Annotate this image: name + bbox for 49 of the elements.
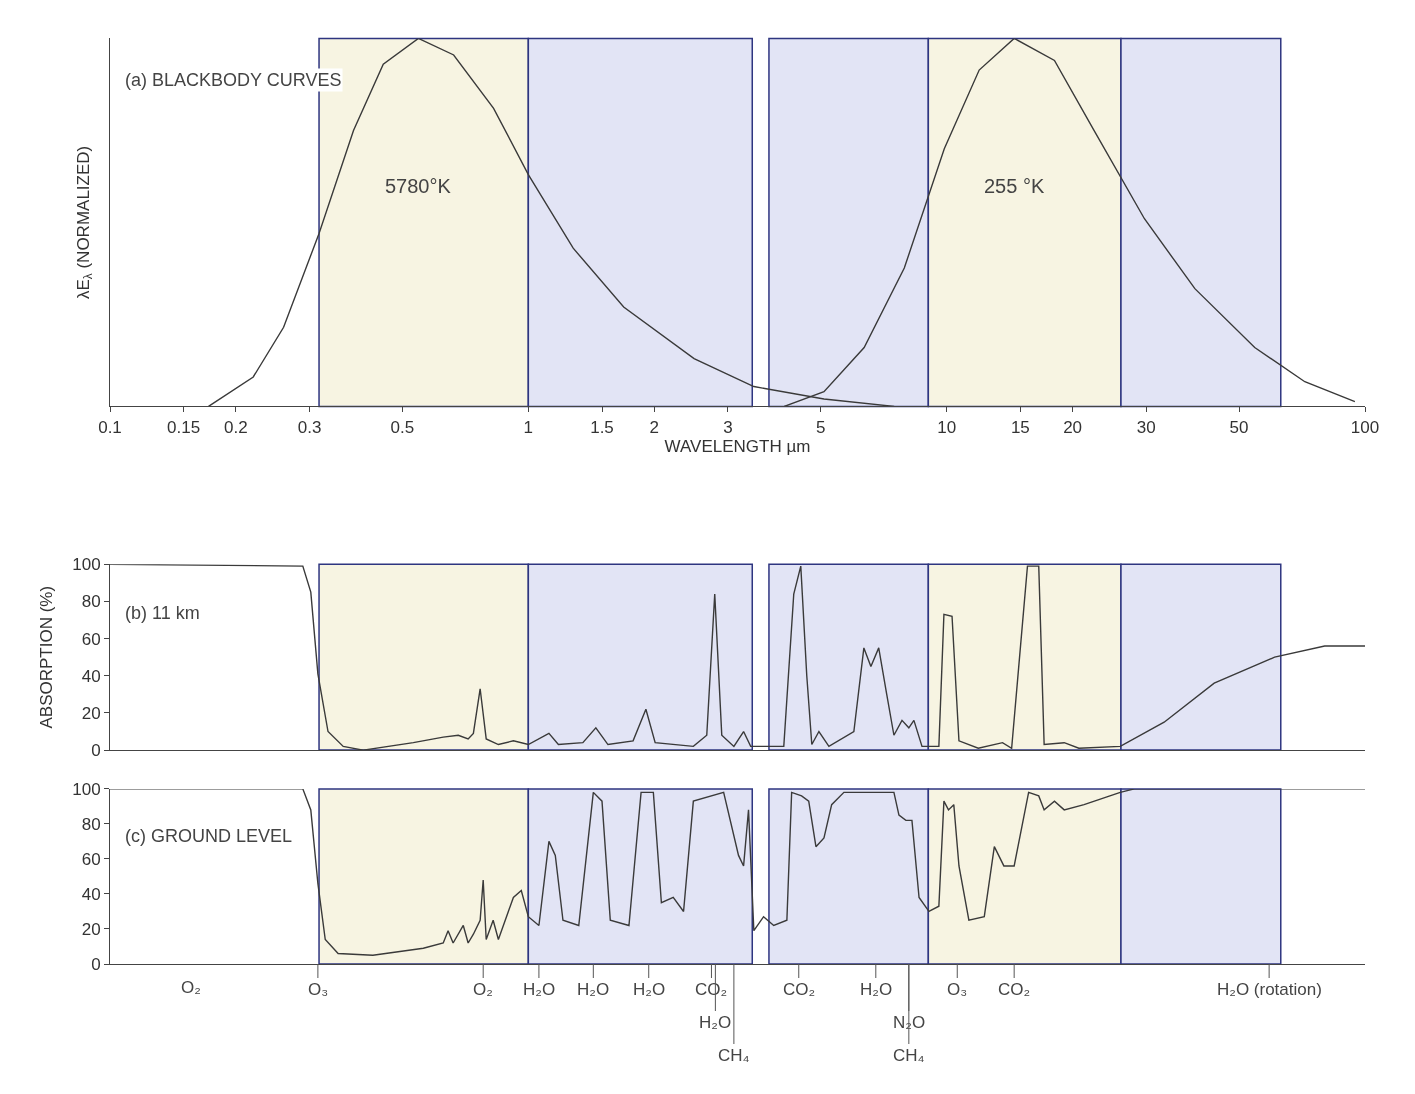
y-tick-label: 0 (91, 741, 101, 761)
annotation: H₂O (577, 980, 610, 999)
x-tick-label: 2 (649, 417, 659, 437)
y-tick-label: 40 (81, 884, 101, 904)
y-tick-label: 100 (72, 779, 101, 799)
annotation: O₃ (308, 980, 329, 999)
x-tick-label: 10 (937, 417, 957, 437)
annotation: CO₂ (783, 980, 816, 999)
x-tick-label: 1 (523, 417, 534, 437)
y-tick-label: 20 (81, 919, 101, 939)
x-tick-label: 0.5 (390, 417, 415, 437)
x-tick-label: 1.5 (590, 417, 614, 437)
y-tick-label: 0 (91, 954, 101, 974)
x-tick-label: 100 (1350, 417, 1380, 437)
text: O₂ (181, 978, 201, 997)
y-tick-label: 80 (81, 592, 101, 612)
y-tick-label: 100 (72, 555, 101, 575)
annotation: H₂O (699, 1013, 732, 1032)
x-tick-label: 0.1 (98, 417, 122, 437)
text: (a) BLACKBODY CURVES (125, 70, 342, 90)
x-tick-label: 30 (1136, 417, 1156, 437)
x-tick-label: 15 (1010, 417, 1030, 437)
annotation: O₃ (947, 980, 968, 999)
annotation: H₂O (rotation) (1217, 980, 1322, 999)
x-tick-label: 0.15 (167, 417, 201, 437)
annotation: H₂O (633, 980, 666, 999)
annotation: H₂O (860, 980, 893, 999)
text: 5780°K (385, 175, 452, 197)
annotation: CO₂ (998, 980, 1031, 999)
x-tick-label: 0.3 (297, 417, 322, 437)
y-tick-label: 60 (81, 629, 101, 649)
annotation: CH₄ (893, 1046, 925, 1065)
annotation: CH₄ (718, 1046, 750, 1065)
x-tick-label: 20 (1063, 417, 1083, 437)
y-axis-title: ABSORPTION (%) (36, 585, 56, 729)
y-tick-label: 80 (81, 814, 101, 834)
text: (b) 11 km (125, 603, 200, 623)
annotation: O₂ (473, 980, 493, 999)
y-tick-label: 60 (81, 849, 101, 869)
x-axis-title: WAVELENGTH µm (664, 437, 811, 457)
x-tick-label: 3 (723, 417, 733, 437)
text: 255 °K (984, 175, 1045, 197)
x-tick-label: 50 (1229, 417, 1249, 437)
y-tick-label: 20 (81, 703, 101, 723)
text: (c) GROUND LEVEL (125, 826, 293, 846)
annotation: H₂O (523, 980, 556, 999)
y-tick-label: 40 (81, 666, 101, 686)
x-tick-label: 0.2 (224, 417, 248, 437)
x-tick-label: 5 (816, 417, 826, 437)
